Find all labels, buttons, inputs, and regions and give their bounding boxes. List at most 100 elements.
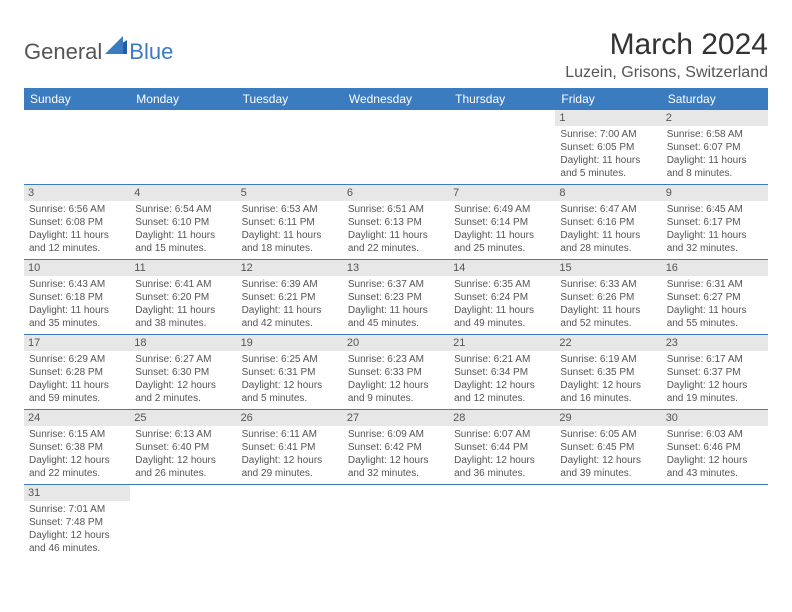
calendar-cell <box>130 485 236 560</box>
sunset-line: Sunset: 6:34 PM <box>454 366 550 379</box>
sunrise-line: Sunrise: 6:05 AM <box>560 428 656 441</box>
day-number: 15 <box>555 260 661 276</box>
daylight-line: Daylight: 12 hours and 29 minutes. <box>242 454 338 480</box>
day-details: Sunrise: 7:01 AMSunset: 7:48 PMDaylight:… <box>29 503 125 555</box>
daylight-line: Daylight: 11 hours and 38 minutes. <box>135 304 231 330</box>
sunrise-line: Sunrise: 6:53 AM <box>242 203 338 216</box>
calendar-cell: 3Sunrise: 6:56 AMSunset: 6:08 PMDaylight… <box>24 185 130 260</box>
daylight-line: Daylight: 11 hours and 28 minutes. <box>560 229 656 255</box>
calendar-cell: 1Sunrise: 7:00 AMSunset: 6:05 PMDaylight… <box>555 110 661 185</box>
daylight-line: Daylight: 11 hours and 55 minutes. <box>667 304 763 330</box>
sunrise-line: Sunrise: 6:13 AM <box>135 428 231 441</box>
day-number: 25 <box>130 410 236 426</box>
day-details: Sunrise: 6:15 AMSunset: 6:38 PMDaylight:… <box>29 428 125 480</box>
daylight-line: Daylight: 11 hours and 22 minutes. <box>348 229 444 255</box>
col-monday: Monday <box>130 88 236 110</box>
col-thursday: Thursday <box>449 88 555 110</box>
daylight-line: Daylight: 12 hours and 26 minutes. <box>135 454 231 480</box>
sunrise-line: Sunrise: 6:09 AM <box>348 428 444 441</box>
page-title: March 2024 <box>565 28 768 62</box>
sunrise-line: Sunrise: 6:47 AM <box>560 203 656 216</box>
daylight-line: Daylight: 11 hours and 32 minutes. <box>667 229 763 255</box>
sunrise-line: Sunrise: 6:41 AM <box>135 278 231 291</box>
calendar-cell: 14Sunrise: 6:35 AMSunset: 6:24 PMDayligh… <box>449 260 555 335</box>
calendar-row: 10Sunrise: 6:43 AMSunset: 6:18 PMDayligh… <box>24 260 768 335</box>
daylight-line: Daylight: 12 hours and 2 minutes. <box>135 379 231 405</box>
day-details: Sunrise: 6:19 AMSunset: 6:35 PMDaylight:… <box>560 353 656 405</box>
day-details: Sunrise: 7:00 AMSunset: 6:05 PMDaylight:… <box>560 128 656 180</box>
sunrise-line: Sunrise: 6:17 AM <box>667 353 763 366</box>
calendar-cell: 16Sunrise: 6:31 AMSunset: 6:27 PMDayligh… <box>662 260 768 335</box>
sunset-line: Sunset: 6:13 PM <box>348 216 444 229</box>
day-number: 2 <box>662 110 768 126</box>
logo-text-blue: Blue <box>129 39 173 65</box>
day-details: Sunrise: 6:29 AMSunset: 6:28 PMDaylight:… <box>29 353 125 405</box>
sunrise-line: Sunrise: 6:23 AM <box>348 353 444 366</box>
sunrise-line: Sunrise: 6:45 AM <box>667 203 763 216</box>
daylight-line: Daylight: 12 hours and 19 minutes. <box>667 379 763 405</box>
day-details: Sunrise: 6:23 AMSunset: 6:33 PMDaylight:… <box>348 353 444 405</box>
daylight-line: Daylight: 12 hours and 43 minutes. <box>667 454 763 480</box>
sunrise-line: Sunrise: 6:19 AM <box>560 353 656 366</box>
day-number: 17 <box>24 335 130 351</box>
daylight-line: Daylight: 12 hours and 16 minutes. <box>560 379 656 405</box>
calendar-cell: 25 Sunrise: 6:13 AMSunset: 6:40 PMDayligh… <box>130 410 236 485</box>
sunset-line: Sunset: 6:17 PM <box>667 216 763 229</box>
daylight-line: Daylight: 11 hours and 52 minutes. <box>560 304 656 330</box>
logo-text-general: General <box>24 39 102 65</box>
sunset-line: Sunset: 6:41 PM <box>242 441 338 454</box>
calendar-cell: 30Sunrise: 6:03 AMSunset: 6:46 PMDayligh… <box>662 410 768 485</box>
day-number: 24 <box>24 410 130 426</box>
sunset-line: Sunset: 6:28 PM <box>29 366 125 379</box>
calendar-cell: 7 Sunrise: 6:49 AMSunset: 6:14 PMDaylight… <box>449 185 555 260</box>
calendar-cell: 15Sunrise: 6:33 AMSunset: 6:26 PMDayligh… <box>555 260 661 335</box>
sunrise-line: Sunrise: 6:43 AM <box>29 278 125 291</box>
day-number: 7 <box>449 185 555 201</box>
calendar-cell: 29Sunrise: 6:05 AMSunset: 6:45 PMDayligh… <box>555 410 661 485</box>
calendar-row: 17 Sunrise: 6:29 AMSunset: 6:28 PMDayligh… <box>24 335 768 410</box>
day-number: 13 <box>343 260 449 276</box>
daylight-line: Daylight: 11 hours and 18 minutes. <box>242 229 338 255</box>
day-details: Sunrise: 6:41 AMSunset: 6:20 PMDaylight:… <box>135 278 231 330</box>
daylight-line: Daylight: 11 hours and 35 minutes. <box>29 304 125 330</box>
day-details: Sunrise: 6:54 AMSunset: 6:10 PMDaylight:… <box>135 203 231 255</box>
daylight-line: Daylight: 12 hours and 22 minutes. <box>29 454 125 480</box>
sunset-line: Sunset: 6:42 PM <box>348 441 444 454</box>
weekday-header-row: Sunday Monday Tuesday Wednesday Thursday… <box>24 88 768 110</box>
day-details: Sunrise: 6:25 AMSunset: 6:31 PMDaylight:… <box>242 353 338 405</box>
day-number: 16 <box>662 260 768 276</box>
sunset-line: Sunset: 6:14 PM <box>454 216 550 229</box>
day-details: Sunrise: 6:43 AMSunset: 6:18 PMDaylight:… <box>29 278 125 330</box>
day-details: Sunrise: 6:11 AMSunset: 6:41 PMDaylight:… <box>242 428 338 480</box>
daylight-line: Daylight: 11 hours and 25 minutes. <box>454 229 550 255</box>
calendar-cell: 31Sunrise: 7:01 AMSunset: 7:48 PMDayligh… <box>24 485 130 560</box>
col-friday: Friday <box>555 88 661 110</box>
calendar-cell: 8Sunrise: 6:47 AMSunset: 6:16 PMDaylight… <box>555 185 661 260</box>
calendar-cell <box>449 485 555 560</box>
daylight-line: Daylight: 11 hours and 12 minutes. <box>29 229 125 255</box>
calendar-table: Sunday Monday Tuesday Wednesday Thursday… <box>24 88 768 559</box>
day-number: 28 <box>449 410 555 426</box>
day-number: 3 <box>24 185 130 201</box>
sunrise-line: Sunrise: 6:54 AM <box>135 203 231 216</box>
day-number: 23 <box>662 335 768 351</box>
daylight-line: Daylight: 12 hours and 9 minutes. <box>348 379 444 405</box>
calendar-cell: 5Sunrise: 6:53 AMSunset: 6:11 PMDaylight… <box>237 185 343 260</box>
sunrise-line: Sunrise: 6:58 AM <box>667 128 763 141</box>
day-details: Sunrise: 6:49 AMSunset: 6:14 PMDaylight:… <box>454 203 550 255</box>
calendar-cell: 26Sunrise: 6:11 AMSunset: 6:41 PMDayligh… <box>237 410 343 485</box>
sunset-line: Sunset: 6:38 PM <box>29 441 125 454</box>
calendar-cell: 23Sunrise: 6:17 AMSunset: 6:37 PMDayligh… <box>662 335 768 410</box>
sunset-line: Sunset: 6:33 PM <box>348 366 444 379</box>
sunset-line: Sunset: 6:45 PM <box>560 441 656 454</box>
sunrise-line: Sunrise: 6:27 AM <box>135 353 231 366</box>
sunset-line: Sunset: 6:35 PM <box>560 366 656 379</box>
day-number: 20 <box>343 335 449 351</box>
sunrise-line: Sunrise: 6:37 AM <box>348 278 444 291</box>
daylight-line: Daylight: 11 hours and 42 minutes. <box>242 304 338 330</box>
sunrise-line: Sunrise: 6:56 AM <box>29 203 125 216</box>
sunset-line: Sunset: 6:40 PM <box>135 441 231 454</box>
sunrise-line: Sunrise: 6:51 AM <box>348 203 444 216</box>
calendar-row: 1Sunrise: 7:00 AMSunset: 6:05 PMDaylight… <box>24 110 768 185</box>
sunset-line: Sunset: 6:16 PM <box>560 216 656 229</box>
